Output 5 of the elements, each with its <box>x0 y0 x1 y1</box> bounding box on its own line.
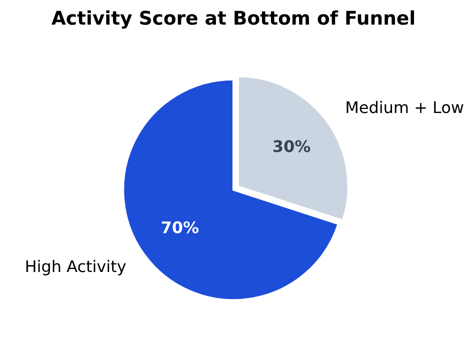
slice-label: Medium + Low <box>346 100 464 114</box>
data-label: 70% <box>162 221 199 234</box>
chart-title: Activity Score at Bottom of Funnel <box>52 10 414 29</box>
data-label: 30% <box>274 140 310 152</box>
slice-label: High Activity <box>26 260 126 276</box>
